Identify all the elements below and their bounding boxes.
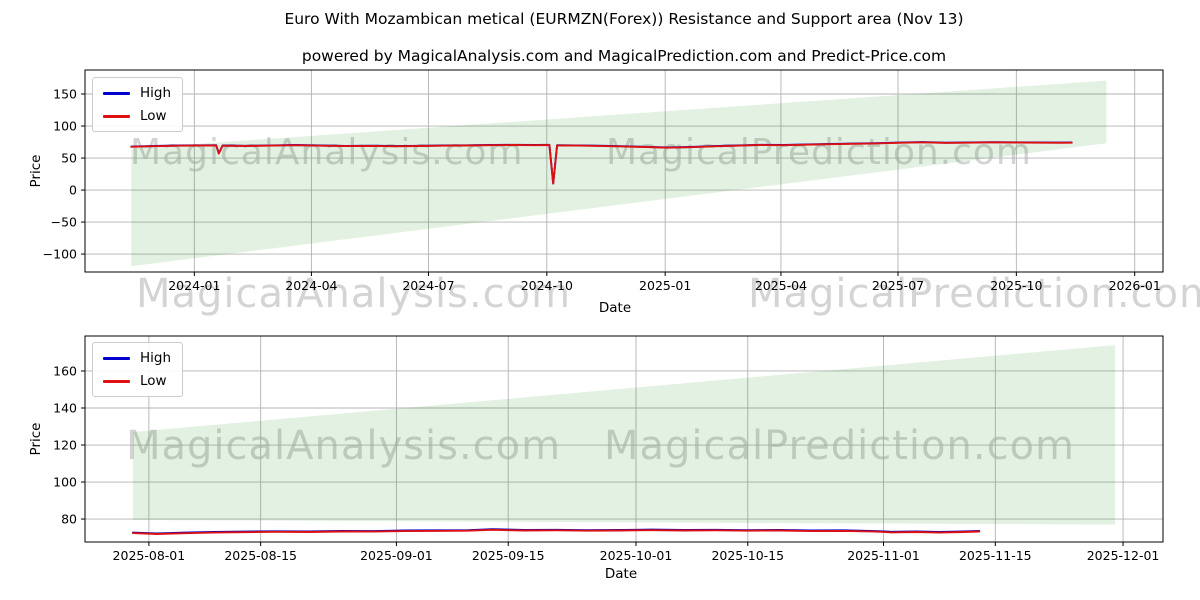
x-tick-label: 2025-12-01 [1087,548,1160,563]
legend-low-label: Low [140,373,167,389]
bottom-chart: 2025-08-01 2025-08-15 2025-09-01 2025-09-15… [53,335,1164,563]
plot-border [84,335,1164,543]
low-line-swatch [103,379,130,383]
y-axis-label-top: Price [28,154,44,188]
legend-top: High Low [92,77,184,132]
y-tick-label: −50 [51,215,77,230]
watermark-text: MagicalAnalysis.com [130,133,523,173]
y-tick-label: 100 [53,475,77,490]
low-line-swatch [103,114,130,118]
low-line [131,528,981,535]
x-tick-label: 2024-07 [402,278,454,293]
y-axis-label-bottom: Price [28,422,44,456]
low-line [130,141,1073,185]
y-tick-label: 160 [53,363,77,378]
x-tick-label: 2025-10-01 [600,548,673,563]
legend-row-high: High [103,350,171,366]
y-tick-label: 50 [61,151,77,166]
x-tick-label: 2024-10 [521,278,573,293]
x-axis-label-top: Date [598,300,632,316]
watermark-text: MagicalPrediction.com [606,133,1032,173]
y-tick-label: 0 [69,183,77,198]
legend-low-label: Low [140,108,167,124]
x-tick-label: 2025-09-01 [360,548,433,563]
x-tick-label: 2024-04 [285,278,337,293]
legend-row-low: Low [103,373,171,389]
legend-row-high: High [103,85,171,101]
x-tick-label: 2025-10 [990,278,1042,293]
top-chart: 2024-01 2024-04 2024-07 2024-10 2025-01 2025-… [43,69,1164,293]
y-tick-label: −100 [43,247,77,262]
y-tick-label: 140 [53,400,77,415]
y-tick-label: 150 [53,87,77,102]
x-tick-label: 2025-08-15 [224,548,297,563]
support-resistance-band [132,345,1116,525]
x-tick-label: 2025-04 [755,278,807,293]
legend-high-label: High [140,85,172,101]
x-tick-label: 2025-08-01 [113,548,186,563]
y-tick-label: 100 [53,119,77,134]
x-tick-label: 2025-11-01 [847,548,920,563]
x-tick-label: 2025-09-15 [472,548,545,563]
y-tick-label: 120 [53,438,77,453]
x-tick-label: 2024-01 [168,278,220,293]
x-tick-label: 2025-07 [872,278,924,293]
legend-bottom: High Low [92,342,184,397]
chart-title: Euro With Mozambican metical (EURMZN(For… [284,10,964,28]
x-axis-label-bottom: Date [604,566,638,582]
y-tick-label: 80 [61,512,77,527]
legend-high-label: High [140,350,172,366]
chart-subtitle: powered by MagicalAnalysis.com and Magic… [301,47,947,65]
support-resistance-band [131,80,1107,267]
x-tick-label: 2025-01 [639,278,691,293]
x-tick-label: 2025-11-15 [959,548,1032,563]
watermark-text: MagicalAnalysis.com [136,271,572,317]
plot-border [84,69,1164,273]
watermark-text: MagicalAnalysis.com [126,424,561,468]
x-tick-label: 2025-10-15 [711,548,784,563]
legend-row-low: Low [103,108,171,124]
x-tick-label: 2026-01 [1109,278,1161,293]
high-line-swatch [103,356,130,360]
watermark-text: MagicalPrediction.com [748,271,1200,317]
high-line-swatch [103,91,130,95]
